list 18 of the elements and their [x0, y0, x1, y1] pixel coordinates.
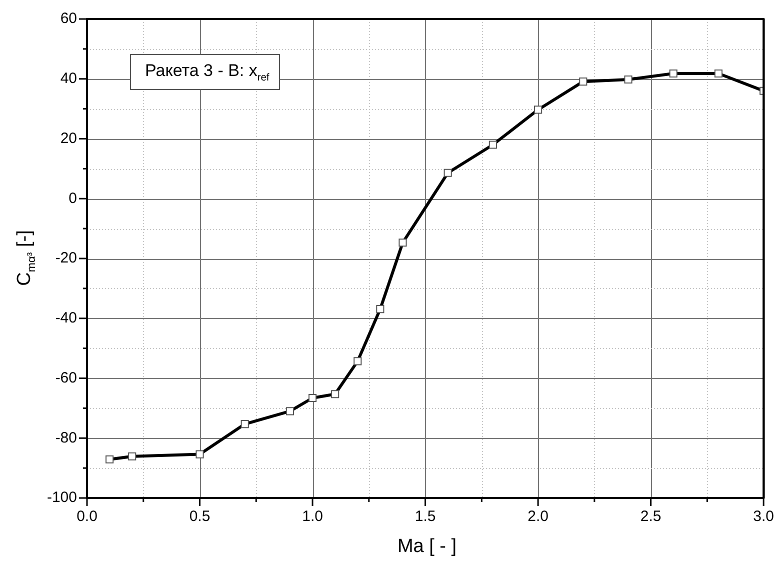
- x-tick-label: 2.5: [640, 508, 662, 526]
- x-tick-label: 0.5: [189, 508, 210, 526]
- y-tick-label: 0: [68, 190, 77, 207]
- x-axis-title: Ma [ - ]: [396, 536, 458, 558]
- y-tick-label: 40: [60, 70, 77, 88]
- x-tick-label: 2.0: [528, 508, 548, 526]
- x-tick-label: 1.0: [302, 508, 323, 526]
- y-tick-label: -100: [46, 489, 77, 506]
- y-tick-label: 20: [60, 130, 77, 147]
- y-tick-label: -80: [55, 429, 77, 446]
- x-tick-label: 0.0: [76, 508, 98, 526]
- x-tick-label: 1.5: [414, 508, 436, 526]
- annotation: Ракета 3 - В: x$_{ref}$: [130, 54, 280, 90]
- y-tick-label: -40: [55, 310, 77, 327]
- y-tick-label: 60: [60, 10, 77, 28]
- x-tick-label: 3.0: [753, 508, 774, 526]
- y-tick-label: -20: [55, 250, 77, 267]
- y-tick-label: -60: [55, 369, 77, 386]
